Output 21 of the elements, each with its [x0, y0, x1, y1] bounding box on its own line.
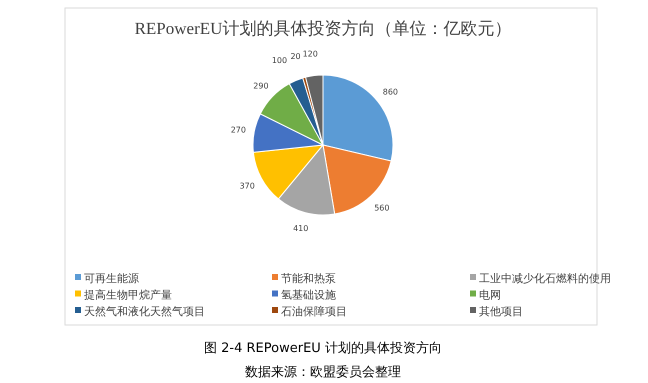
source-note: 数据来源：欧盟委员会整理 — [245, 365, 401, 380]
data-label: 120 — [302, 50, 318, 59]
data-label: 270 — [230, 126, 246, 135]
data-label: 370 — [240, 181, 255, 190]
legend-label: 天然气和液化天然气项目 — [84, 304, 205, 318]
data-label: 410 — [293, 224, 308, 233]
legend-label: 石油保障项目 — [281, 304, 347, 318]
data-label: 100 — [272, 56, 288, 65]
data-label: 290 — [253, 81, 269, 90]
caption: 图 2-4 REPowerEU 计划的具体投资方向 — [204, 340, 442, 356]
legend-label: 工业中减少化石燃料的使用 — [479, 272, 611, 285]
legend-label: 节能和热泵 — [281, 272, 336, 285]
chart-title: REPowerEU计划的具体投资方向（单位：亿欧元） — [134, 19, 512, 38]
legend-label: 氢基础设施 — [281, 288, 336, 302]
data-label: 560 — [374, 203, 390, 212]
legend-label: 电网 — [479, 288, 501, 302]
data-label: 860 — [382, 87, 398, 96]
legend-label: 提高生物甲烷产量 — [84, 288, 172, 302]
legend-label: 可再生能源 — [84, 272, 139, 285]
data-label: 20 — [290, 52, 301, 62]
legend-label: 其他项目 — [479, 304, 523, 318]
